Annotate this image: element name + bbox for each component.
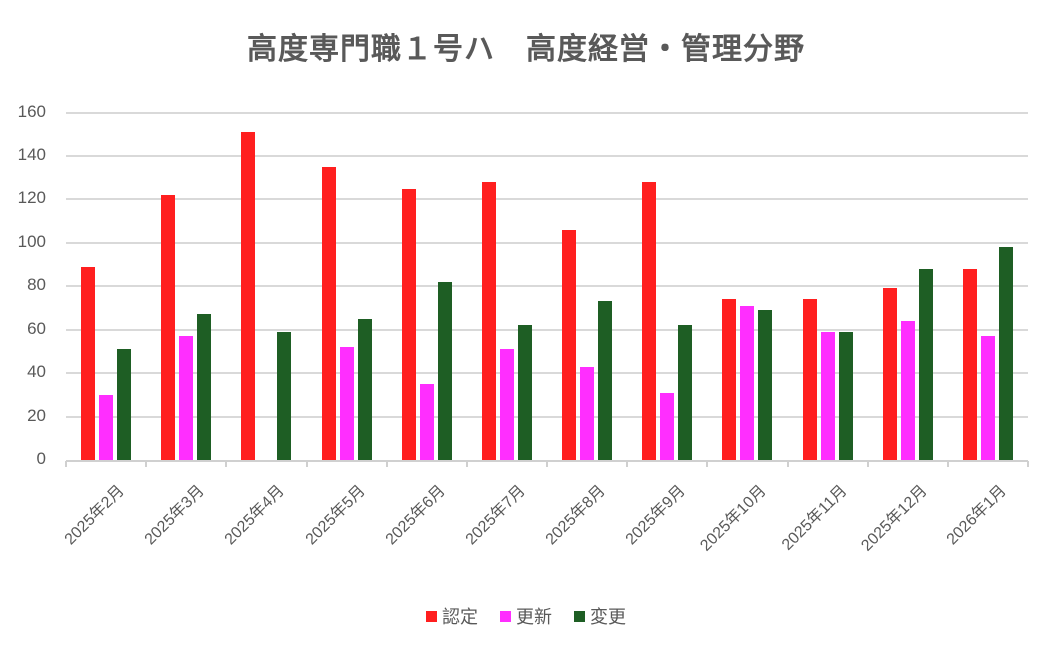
x-tick-mark xyxy=(706,461,709,467)
y-tick-label: 0 xyxy=(36,449,46,468)
x-tick-label: 2025年4月 xyxy=(222,482,289,549)
bar-認定 xyxy=(962,268,977,460)
bar-認定 xyxy=(562,229,576,460)
x-tick-label: 2025年10月 xyxy=(697,482,771,555)
legend-swatch-icon xyxy=(426,610,437,622)
bar-更新 xyxy=(179,336,194,460)
bar-変更 xyxy=(437,281,452,460)
x-tick-mark xyxy=(546,461,548,467)
x-tick-mark xyxy=(626,461,629,467)
legend-item-nintei: 認定 xyxy=(426,603,478,629)
bar-更新 xyxy=(499,349,514,460)
legend-label: 更新 xyxy=(516,607,552,628)
y-tick-label: 60 xyxy=(27,318,46,338)
x-tick-label: 2026年1月 xyxy=(943,482,1010,549)
bar-変更 xyxy=(758,310,773,460)
x-tick-mark xyxy=(65,461,67,467)
x-tick-label: 2025年11月 xyxy=(778,482,851,554)
x-tick-mark xyxy=(305,461,308,467)
y-tick-label: 100 xyxy=(17,231,46,251)
bar-認定 xyxy=(401,188,416,460)
x-tick-mark xyxy=(465,461,468,467)
bar-認定 xyxy=(161,195,176,460)
y-tick-label: 80 xyxy=(27,275,46,295)
bar-認定 xyxy=(321,166,336,460)
bar-更新 xyxy=(660,392,675,460)
gridline xyxy=(66,415,1028,418)
gridline xyxy=(66,154,1028,157)
bar-認定 xyxy=(241,132,256,460)
bar-認定 xyxy=(802,299,817,460)
x-tick-mark xyxy=(946,461,949,467)
x-tick-mark xyxy=(786,461,789,467)
gridline xyxy=(66,198,1028,201)
x-tick-mark xyxy=(225,461,228,467)
legend-swatch-icon xyxy=(574,610,585,622)
x-tick-label: 2025年7月 xyxy=(462,482,529,549)
bar-変更 xyxy=(357,318,372,460)
bar-更新 xyxy=(980,336,995,460)
gridline xyxy=(66,285,1028,288)
x-tick-mark xyxy=(145,461,148,467)
y-tick-label: 40 xyxy=(27,362,46,382)
bar-変更 xyxy=(197,314,212,460)
bar-認定 xyxy=(81,266,95,460)
bar-認定 xyxy=(481,182,496,460)
legend-swatch-icon xyxy=(500,610,511,622)
legend-label: 変更 xyxy=(590,607,626,628)
bar-更新 xyxy=(900,321,915,460)
x-tick-label: 2025年9月 xyxy=(622,482,690,549)
x-tick-mark xyxy=(866,461,869,467)
legend-item-henkou: 変更 xyxy=(574,603,626,629)
bar-更新 xyxy=(580,366,594,460)
x-tick-mark xyxy=(385,461,388,467)
bar-認定 xyxy=(882,288,897,460)
legend-item-koushin: 更新 xyxy=(500,603,552,629)
gridline xyxy=(66,241,1028,244)
legend-label: 認定 xyxy=(442,607,478,628)
bar-更新 xyxy=(820,331,835,460)
bar-変更 xyxy=(838,331,853,460)
chart-title: 高度専門職１号ハ 高度経営・管理分野 xyxy=(247,32,805,67)
gridline xyxy=(66,328,1028,331)
bar-更新 xyxy=(419,383,434,460)
legend: 認定 更新 変更 xyxy=(0,603,1052,629)
x-tick-label: 2025年6月 xyxy=(382,482,449,549)
gridline xyxy=(66,372,1028,375)
x-tick-label: 2025年2月 xyxy=(61,482,128,549)
x-tick-label: 2025年8月 xyxy=(542,482,609,549)
bar-変更 xyxy=(918,268,933,460)
bar-変更 xyxy=(598,301,612,460)
bar-変更 xyxy=(517,325,532,460)
bar-変更 xyxy=(117,349,131,460)
y-tick-label: 120 xyxy=(17,188,46,208)
bar-認定 xyxy=(722,299,737,460)
y-tick-label: 140 xyxy=(17,144,46,164)
bar-認定 xyxy=(642,182,657,460)
y-tick-label: 20 xyxy=(27,405,46,425)
x-tick-label: 2025年5月 xyxy=(302,482,369,549)
bar-更新 xyxy=(99,394,113,460)
bar-変更 xyxy=(277,331,292,460)
gridline xyxy=(66,111,1028,114)
bar-更新 xyxy=(339,347,354,460)
x-tick-label: 2025年12月 xyxy=(858,482,931,555)
x-tick-label: 2025年3月 xyxy=(141,482,209,549)
bar-変更 xyxy=(998,247,1013,460)
x-tick-mark xyxy=(1027,461,1029,467)
y-tick-label: 160 xyxy=(17,101,46,121)
bar-変更 xyxy=(678,325,693,460)
bar-更新 xyxy=(740,305,755,460)
